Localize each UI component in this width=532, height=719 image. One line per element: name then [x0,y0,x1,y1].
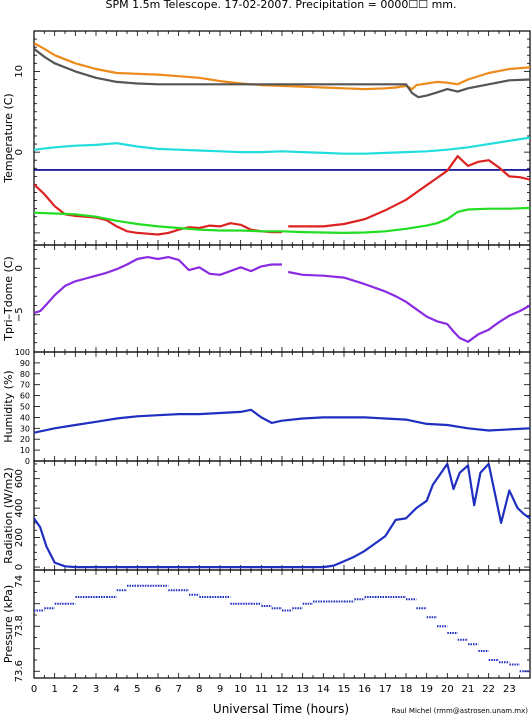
x-tick-label: 23 [503,684,516,695]
y-axis-label: Pressure (kPa) [2,585,15,663]
y-tick-label: 0 [14,564,25,570]
x-axis-label: Universal Time (hours) [213,702,349,716]
y-tick-label: 100 [15,348,30,357]
series-line-2 [34,136,530,155]
series-group [34,42,530,236]
x-tick-label: 12 [276,684,289,695]
panel-frame [33,460,531,571]
x-tick-label: 21 [462,684,475,695]
y-tick-label: 10 [14,65,25,78]
y-axis-label: Radiation (W/m2) [2,467,15,563]
y-axis-label: Temperature (C) [2,93,15,183]
series-line-5 [34,206,530,234]
panel-0: 0 10 20 Temperature (C) [2,0,531,246]
x-tick-label: 5 [134,684,140,695]
x-tick-label: 20 [441,684,454,695]
y-axis-label: Tpri–Tdome (C) [2,256,15,341]
series-group [34,462,530,569]
y-tick-label: 20 [16,0,29,3]
y-tick-label: 10 [20,446,30,455]
x-tick-label: 1 [51,684,57,695]
x-tick-label: 2 [72,684,78,695]
panel-frame [33,351,531,462]
y-tick-label: 600 [14,469,25,488]
series-group [34,256,530,343]
x-tick-label: 17 [379,684,392,695]
panel-frame [33,569,531,679]
y-tick-label: 0 [14,265,25,271]
x-tick-label: 15 [338,684,351,695]
y-tick-label: 50 [20,403,30,412]
x-tick-label: 10 [234,684,247,695]
series-group [34,584,530,673]
panel-frame [33,244,531,353]
series-line-0 [34,42,530,91]
x-tick-label: 13 [296,684,309,695]
series-line-0 [34,408,530,434]
x-tick-label: 9 [217,684,223,695]
y-tick-label: 400 [14,499,25,518]
y-tick-label: 40 [20,413,30,422]
series-line-0 [34,462,530,569]
y-tick-label: 70 [20,381,30,390]
credit-text: Raul Michel (rmm@astrosen.unam.mx) [391,707,528,715]
x-tick-label: 7 [175,684,181,695]
y-tick-label: 74 [14,575,25,588]
y-tick-label: 30 [20,424,30,433]
y-tick-label: 60 [20,392,30,401]
x-tick-label: 0 [31,684,37,695]
y-tick-label: 80 [20,370,30,379]
y-axis-label: Humidity (%) [2,370,15,442]
y-tick-label: 73.8 [14,615,25,637]
y-tick-label: 20 [20,435,30,444]
y-tick-label: 0 [14,149,25,155]
chart-title: SPM 1.5m Telescope. 17-02-2007. Precipit… [105,0,456,11]
y-tick-label: 200 [14,528,25,547]
series-line-1 [34,47,530,99]
series-line-4 [34,155,530,236]
x-tick-label: 4 [113,684,119,695]
x-tick-label: 3 [93,684,99,695]
x-tick-label: 22 [482,684,495,695]
y-tick-label: −5 [14,307,25,322]
y-tick-label: 90 [20,359,30,368]
x-tick-label: 6 [155,684,161,695]
x-tick-label: 11 [255,684,268,695]
x-tick-label: 8 [196,684,202,695]
series-group [34,408,530,434]
series-line-0 [34,256,530,343]
y-tick-label: 0 [25,457,30,466]
y-tick-label: 73.6 [14,660,25,682]
x-tick-label: 16 [358,684,371,695]
x-tick-label: 18 [400,684,413,695]
x-tick-label: 19 [420,684,433,695]
x-tick-label: 14 [317,684,330,695]
